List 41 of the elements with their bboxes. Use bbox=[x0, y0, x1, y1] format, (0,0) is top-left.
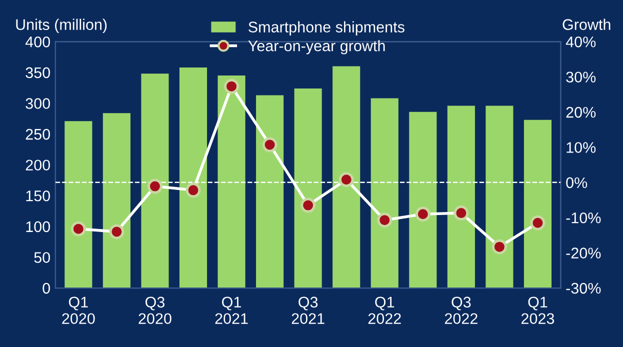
bar bbox=[256, 95, 284, 288]
x-tick-label: Q3 2020 bbox=[138, 296, 172, 324]
x-tick-label: Q1 2022 bbox=[368, 296, 401, 324]
y-tick-label: 100 bbox=[26, 221, 50, 232]
bar bbox=[447, 106, 475, 288]
y2-tick-label: 20% bbox=[566, 106, 596, 118]
y2-tick-label: -10% bbox=[566, 212, 601, 224]
bar bbox=[370, 98, 398, 288]
y2-tick-label: 10% bbox=[566, 142, 596, 153]
x-tick-label: Q1 2023 bbox=[522, 296, 554, 324]
bar bbox=[332, 66, 360, 288]
bar bbox=[64, 121, 92, 288]
bar bbox=[409, 112, 437, 288]
y-tick-label: 0 bbox=[42, 282, 50, 294]
y2-tick-label: 40% bbox=[566, 36, 596, 48]
bar bbox=[294, 88, 322, 288]
y-tick-label: 250 bbox=[26, 128, 50, 140]
y2-axis-title: Growth bbox=[562, 18, 610, 30]
y2-tick-label: -30% bbox=[566, 282, 601, 294]
bar bbox=[102, 113, 130, 288]
legend-label: Year-on-year growth bbox=[248, 40, 385, 54]
bar bbox=[179, 68, 208, 288]
x-tick-label: Q3 2021 bbox=[292, 296, 324, 324]
x-tick-label: Q1 2020 bbox=[62, 296, 95, 324]
bar bbox=[524, 120, 552, 288]
legend-label: Smartphone shipments bbox=[248, 21, 404, 36]
y-tick-label: 200 bbox=[26, 160, 50, 171]
x-tick-label: Q1 2021 bbox=[215, 296, 248, 324]
bar bbox=[486, 106, 514, 288]
x-tick-label: Q3 2022 bbox=[444, 296, 478, 324]
y-axis-title: Units (million) bbox=[16, 18, 107, 34]
bar bbox=[141, 74, 169, 288]
y-tick-label: 50 bbox=[34, 252, 50, 263]
y-tick-label: 300 bbox=[26, 98, 50, 109]
y-tick-label: 400 bbox=[25, 36, 50, 48]
y2-tick-label: 0% bbox=[566, 177, 588, 188]
y2-tick-label: 30% bbox=[566, 72, 596, 83]
y2-tick-label: -20% bbox=[566, 248, 601, 258]
bar bbox=[218, 76, 246, 288]
y-tick-label: 150 bbox=[26, 190, 50, 202]
y-tick-label: 350 bbox=[26, 67, 50, 78]
